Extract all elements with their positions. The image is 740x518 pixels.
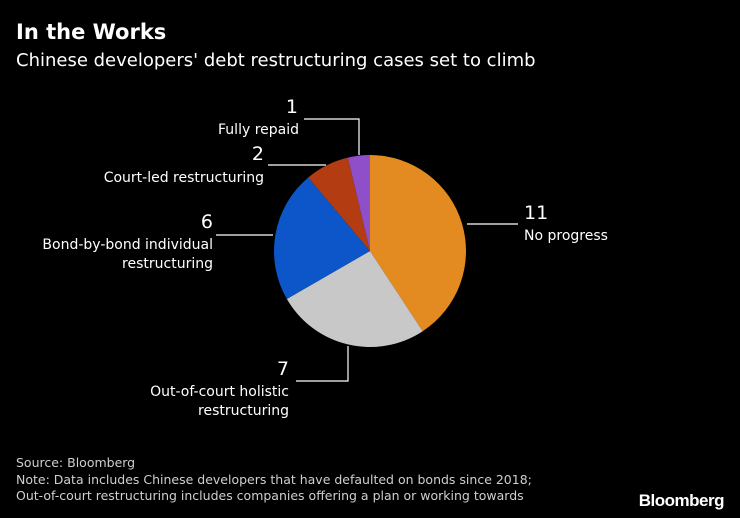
label-value-no-progress: 11 [524, 202, 548, 224]
pie-slice-court-led-restructuring [308, 157, 370, 251]
label-value-out-of-court: 7 [277, 358, 289, 380]
pie-slice-no-progress [370, 155, 467, 332]
leader-line-fully-repaid [304, 118, 360, 155]
label-value-court-led: 2 [252, 143, 264, 165]
label-name-bond-by-bond-line1: Bond-by-bond individual [42, 237, 213, 253]
label-name-court-led: Court-led restructuring [104, 170, 264, 186]
data-note-line1: Note: Data includes Chinese developers t… [16, 471, 532, 487]
chart-footer: Source: Bloomberg Note: Data includes Ch… [16, 455, 532, 505]
label-value-bond-by-bond: 6 [201, 211, 213, 233]
leader-line-out-of-court [296, 346, 349, 382]
pie-slices [273, 155, 467, 348]
chart-title: In the Works [16, 20, 167, 44]
label-name-fully-repaid: Fully repaid [218, 122, 299, 138]
chart-subtitle: Chinese developers' debt restructuring c… [16, 50, 536, 71]
pie-slice-fully-repaid [347, 155, 370, 251]
source-note: Source: Bloomberg [16, 455, 136, 470]
label-name-out-of-court-line1: Out-of-court holistic [150, 384, 289, 400]
bloomberg-logo: Bloomberg [638, 491, 725, 510]
data-note-line2: Out-of-court restructuring includes comp… [16, 488, 524, 503]
pie-slice-bond-by-bond-individual-restructuring [273, 177, 370, 299]
pie-slice-out-of-court-holistic-restructuring [286, 251, 423, 348]
label-value-fully-repaid: 1 [286, 96, 298, 118]
label-name-no-progress: No progress [524, 228, 608, 244]
label-name-out-of-court-line2: restructuring [198, 403, 289, 419]
label-name-bond-by-bond-line2: restructuring [122, 256, 213, 272]
